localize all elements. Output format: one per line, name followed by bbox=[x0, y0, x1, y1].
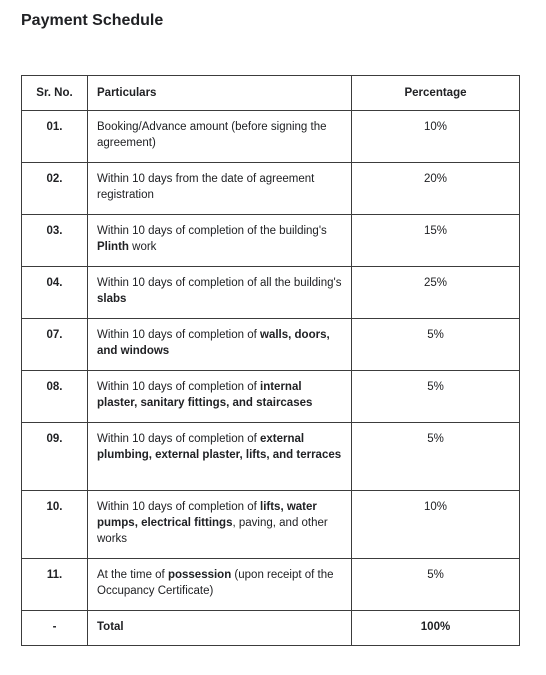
particulars-text: At the time of bbox=[97, 569, 168, 581]
row-sr-no: 02. bbox=[21, 162, 88, 215]
particulars-text: Within 10 days of completion of all the … bbox=[97, 277, 342, 289]
row-particulars: Within 10 days of completion of external… bbox=[87, 422, 352, 491]
total-row: - Total 100% bbox=[21, 610, 520, 646]
row-sr-no: 09. bbox=[21, 422, 88, 491]
particulars-text: Within 10 days from the date of agreemen… bbox=[97, 173, 315, 201]
particulars-text: Within 10 days of completion of bbox=[97, 501, 260, 513]
table-row: 09. Within 10 days of completion of exter… bbox=[21, 422, 520, 491]
table-row: 03. Within 10 days of completion of the b… bbox=[21, 214, 520, 267]
payment-schedule-table: Sr. No. Particulars Percentage 01. Bookin… bbox=[21, 75, 520, 646]
row-percentage: 5% bbox=[351, 558, 520, 611]
row-particulars: Within 10 days of completion of all the … bbox=[87, 266, 352, 319]
particulars-text: Within 10 days of completion of bbox=[97, 329, 260, 341]
row-percentage: 5% bbox=[351, 370, 520, 423]
table-row: 10. Within 10 days of completion of lifts… bbox=[21, 490, 520, 559]
row-particulars: At the time of possession (upon receipt … bbox=[87, 558, 352, 611]
row-percentage: 5% bbox=[351, 318, 520, 371]
particulars-bold-text: external plumbing, external plaster, lif… bbox=[97, 433, 342, 461]
row-percentage: 20% bbox=[351, 162, 520, 215]
particulars-text: , paving, and other works bbox=[97, 517, 328, 545]
particulars-bold-text: walls, doors, and windows bbox=[97, 329, 330, 357]
particulars-bold-text: possession bbox=[167, 569, 232, 581]
table-row: 04. Within 10 days of completion of all t… bbox=[21, 266, 520, 319]
row-percentage: 10% bbox=[351, 110, 520, 163]
row-percentage: 5% bbox=[351, 422, 520, 491]
table-header-row: Sr. No. Particulars Percentage bbox=[21, 75, 520, 111]
table-row: 01. Booking/Advance amount (before signin… bbox=[21, 110, 520, 163]
row-particulars: Within 10 days from the date of agreemen… bbox=[87, 162, 352, 215]
row-particulars: Within 10 days of completion of walls, d… bbox=[87, 318, 352, 371]
row-sr-no: 04. bbox=[21, 266, 88, 319]
row-sr-no: 11. bbox=[21, 558, 88, 611]
row-percentage: 10% bbox=[351, 490, 520, 559]
particulars-text: Within 10 days of completion of bbox=[97, 433, 260, 445]
particulars-text: work bbox=[128, 241, 157, 253]
row-sr-no: 03. bbox=[21, 214, 88, 267]
row-sr-no: 10. bbox=[21, 490, 88, 559]
total-label: Total bbox=[87, 610, 352, 646]
table-body: 01. Booking/Advance amount (before signin… bbox=[21, 110, 520, 611]
particulars-bold-text: slabs bbox=[97, 293, 127, 305]
row-percentage: 25% bbox=[351, 266, 520, 319]
row-sr-no: 01. bbox=[21, 110, 88, 163]
row-percentage: 15% bbox=[351, 214, 520, 267]
particulars-bold-text: lifts, water pumps, electrical fittings bbox=[97, 501, 317, 529]
particulars-bold-text: internal plaster, sanitary fittings, and… bbox=[97, 381, 313, 409]
particulars-text: (upon receipt of the Occupancy Certifica… bbox=[97, 569, 334, 597]
row-particulars: Within 10 days of completion of the buil… bbox=[87, 214, 352, 267]
table-row: 02. Within 10 days from the date of agree… bbox=[21, 162, 520, 215]
particulars-text: Within 10 days of completion of the buil… bbox=[97, 225, 327, 237]
table-row: 08. Within 10 days of completion of inter… bbox=[21, 370, 520, 423]
header-sr-no: Sr. No. bbox=[21, 75, 88, 111]
particulars-text: Within 10 days of completion of bbox=[97, 381, 260, 393]
row-particulars: Within 10 days of completion of internal… bbox=[87, 370, 352, 423]
total-sr-no: - bbox=[21, 610, 88, 646]
row-sr-no: 07. bbox=[21, 318, 88, 371]
row-particulars: Booking/Advance amount (before signing t… bbox=[87, 110, 352, 163]
page-title: Payment Schedule bbox=[21, 12, 164, 29]
table-row: 11. At the time of possession (upon recei… bbox=[21, 558, 520, 611]
particulars-text: Booking/Advance amount (before signing t… bbox=[97, 121, 327, 149]
header-percentage: Percentage bbox=[351, 75, 520, 111]
particulars-bold-text: Plinth bbox=[97, 241, 129, 253]
row-sr-no: 08. bbox=[21, 370, 88, 423]
table-row: 07. Within 10 days of completion of walls… bbox=[21, 318, 520, 371]
header-particulars: Particulars bbox=[87, 75, 352, 111]
total-percentage: 100% bbox=[351, 610, 520, 646]
row-particulars: Within 10 days of completion of lifts, w… bbox=[87, 490, 352, 559]
